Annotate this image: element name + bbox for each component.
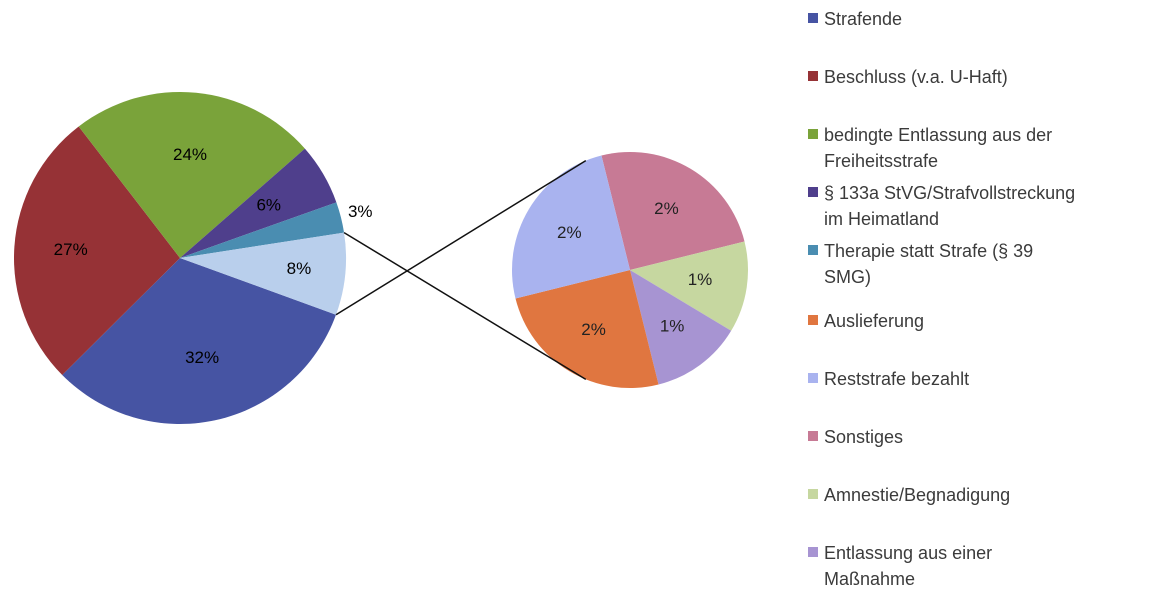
legend-label: bedingte Entlassung aus der Freiheitsstr… [824, 125, 1053, 171]
connector-line-1 [335, 159, 587, 316]
data-label-exploded-5: 2% [557, 223, 582, 242]
pie-slice-5 [180, 202, 345, 258]
pie-slice-1 [62, 258, 336, 424]
exploded-slice-2 [630, 241, 748, 331]
data-label-exploded-1: 2% [654, 199, 679, 218]
pie-slice-3 [78, 91, 305, 258]
pie-slice-4 [180, 148, 337, 258]
exploded-slice-4 [515, 270, 659, 388]
legend-swatch [808, 547, 818, 557]
pie-slice-2 [13, 126, 180, 375]
legend-label: Strafende [824, 9, 903, 29]
legend-swatch [808, 489, 818, 499]
data-label-main-5: 3% [348, 202, 373, 221]
data-label-exploded-3: 1% [660, 316, 685, 335]
legend-swatch [808, 431, 818, 441]
exploded-slice-1 [601, 152, 745, 270]
data-label-main-4: 6% [256, 195, 281, 214]
legend-swatch [808, 245, 818, 255]
pie-chart: 32% 27% 24% 6% 3% 8% 2% 1% 1% 2% 2% [13, 91, 748, 424]
data-label-exploded-4: 2% [581, 320, 606, 339]
legend-label: Auslieferung [824, 311, 925, 331]
legend: Strafende Beschluss (v.a. U-Haft) beding… [808, 6, 1158, 596]
legend-label: Reststrafe bezahlt [824, 369, 970, 389]
legend-swatch [808, 373, 818, 383]
data-label-main-1: 32% [185, 348, 219, 367]
legend-swatch [808, 187, 818, 197]
legend-label: § 133a StVG/Strafvollstreckung im Heimat… [824, 183, 1076, 229]
exploded-slice-3 [630, 270, 732, 385]
legend-swatch [808, 315, 818, 325]
exploded-slice-5 [512, 155, 630, 299]
data-label-exploded-2: 1% [688, 270, 713, 289]
legend-label: Therapie statt Strafe (§ 39 SMG) [824, 241, 1034, 287]
legend-swatch [808, 13, 818, 23]
legend-label: Amnestie/Begnadigung [824, 485, 1011, 505]
connector-line-2 [343, 231, 587, 381]
data-label-main-3: 24% [173, 145, 207, 164]
legend-swatch [808, 71, 818, 81]
data-label-main-6: 8% [287, 259, 312, 278]
pie-slice-6 [180, 232, 346, 315]
legend-label: Entlassung aus einer Maßnahme [824, 543, 993, 589]
legend-swatch [808, 129, 818, 139]
legend-label: Beschluss (v.a. U-Haft) [824, 67, 1008, 87]
legend-label: Sonstiges [824, 427, 904, 447]
data-label-main-2: 27% [54, 240, 88, 259]
